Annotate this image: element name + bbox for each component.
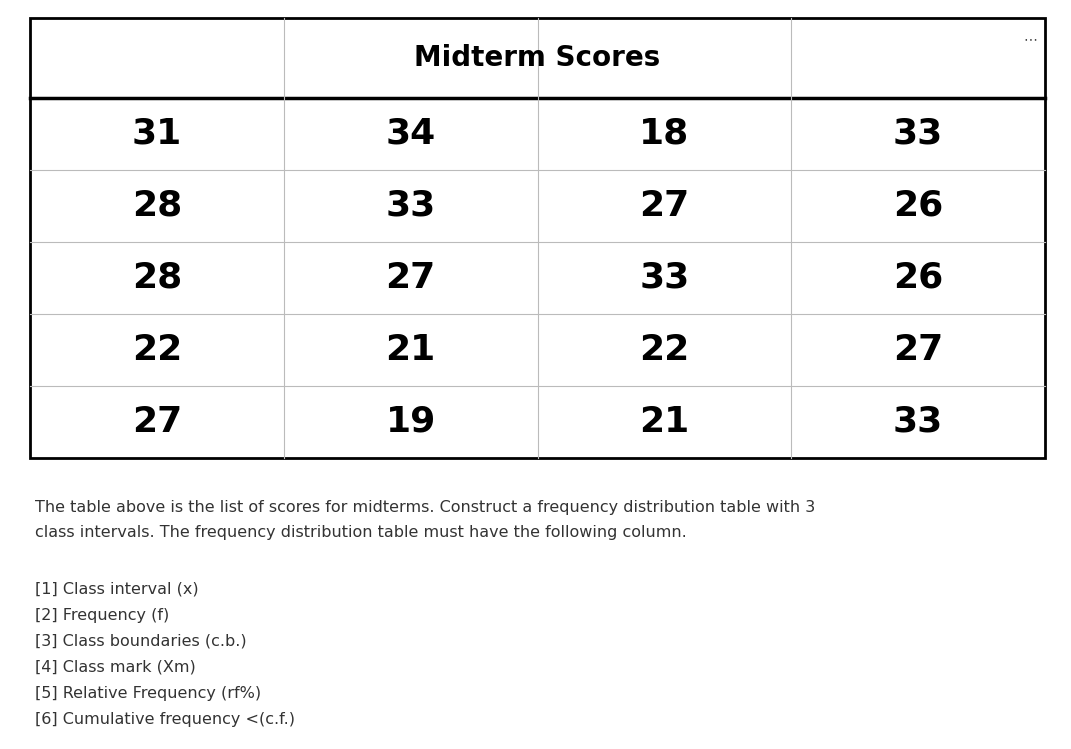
- Text: 28: 28: [132, 261, 182, 295]
- Text: 33: 33: [386, 189, 436, 223]
- Text: ⋯: ⋯: [1023, 32, 1037, 46]
- Text: [4] Class mark (Xm): [4] Class mark (Xm): [35, 660, 196, 675]
- Text: 27: 27: [386, 261, 436, 295]
- Text: 27: 27: [639, 189, 690, 223]
- Text: [6] Cumulative frequency <(c.f.): [6] Cumulative frequency <(c.f.): [35, 712, 295, 727]
- Text: [3] Class boundaries (c.b.): [3] Class boundaries (c.b.): [35, 634, 246, 649]
- Text: 28: 28: [132, 189, 182, 223]
- Text: 26: 26: [893, 261, 944, 295]
- Text: 27: 27: [132, 405, 182, 439]
- Text: The table above is the list of scores for midterms. Construct a frequency distri: The table above is the list of scores fo…: [35, 500, 815, 539]
- Text: 22: 22: [132, 333, 182, 367]
- Text: 34: 34: [386, 117, 436, 151]
- Text: 21: 21: [639, 405, 690, 439]
- Text: 33: 33: [893, 117, 944, 151]
- Text: Midterm Scores: Midterm Scores: [414, 44, 661, 72]
- Text: 33: 33: [893, 405, 944, 439]
- Text: 31: 31: [132, 117, 182, 151]
- Text: 19: 19: [386, 405, 436, 439]
- Text: 21: 21: [386, 333, 436, 367]
- Text: 22: 22: [639, 333, 690, 367]
- Text: 18: 18: [639, 117, 690, 151]
- Text: 26: 26: [893, 189, 944, 223]
- Text: 33: 33: [639, 261, 690, 295]
- Text: [1] Class interval (x): [1] Class interval (x): [35, 582, 198, 597]
- Bar: [30, 18, 1045, 458]
- Text: [2] Frequency (f): [2] Frequency (f): [35, 608, 169, 623]
- Text: [5] Relative Frequency (rf%): [5] Relative Frequency (rf%): [35, 686, 261, 701]
- Text: 27: 27: [893, 333, 944, 367]
